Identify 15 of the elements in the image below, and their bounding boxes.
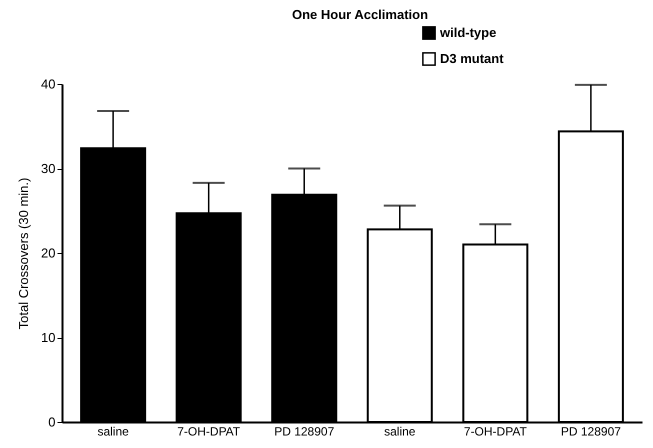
x-tick-label: PD 128907 xyxy=(560,424,622,438)
legend-label: D3 mutant xyxy=(440,51,504,66)
x-tick-label: PD 128907 xyxy=(274,424,335,438)
x-tick-label: 7-OH-DPAT xyxy=(177,424,241,438)
x-tick-label: saline xyxy=(97,424,130,438)
x-tick-label: 7-OH-DPAT xyxy=(464,424,528,438)
legend-label: wild-type xyxy=(439,25,496,40)
y-tick-label: 20 xyxy=(41,246,56,260)
chart-title: One Hour Acclimation xyxy=(292,7,428,22)
y-tick-label: 0 xyxy=(48,414,56,430)
y-tick-label: 30 xyxy=(41,161,56,176)
y-axis-title: Total Crossovers (30 min.) xyxy=(16,178,32,330)
x-tick-label: saline xyxy=(384,424,416,438)
y-tick-label: 40 xyxy=(41,76,56,92)
y-tick-label: 10 xyxy=(41,330,56,345)
